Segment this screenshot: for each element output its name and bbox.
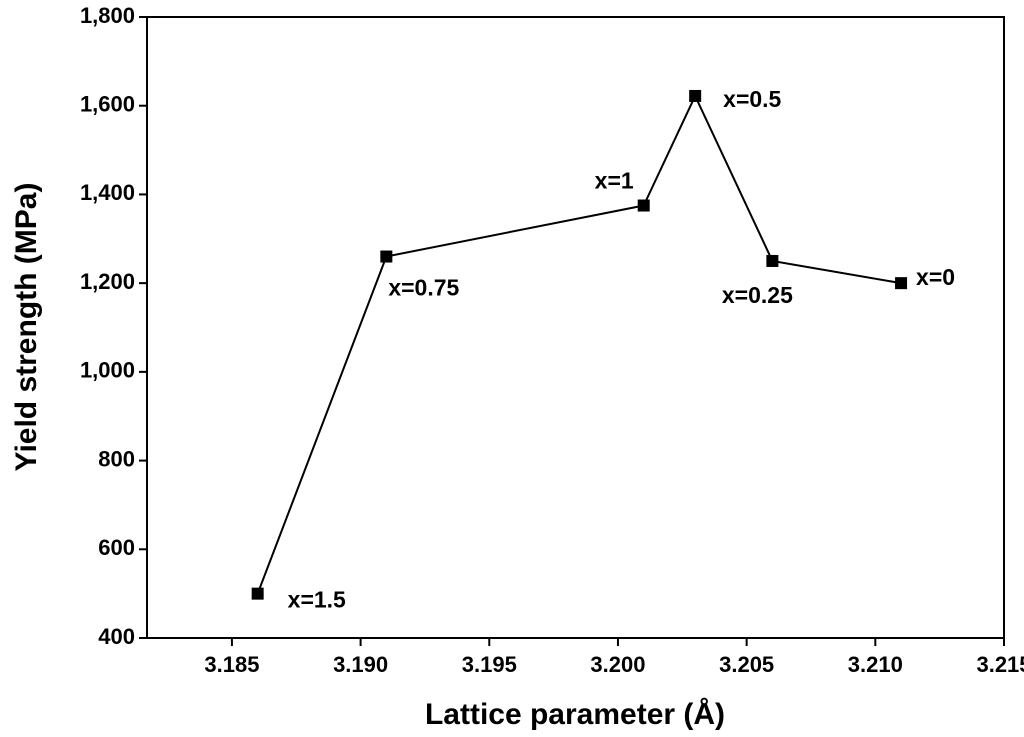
point-label: x=1.5 — [288, 587, 346, 613]
point-label: x=0.5 — [723, 86, 781, 112]
point-marker — [251, 587, 264, 600]
y-tick-label: 1,600 — [80, 92, 135, 117]
point-marker — [895, 277, 908, 290]
point-marker — [637, 199, 650, 212]
y-tick-label: 400 — [98, 624, 135, 649]
y-axis-title: Yield strength (MPa) — [10, 183, 43, 472]
x-tick-label: 3.185 — [204, 652, 259, 677]
x-tick-label: 3.205 — [719, 652, 774, 677]
y-tick-label: 800 — [98, 446, 135, 471]
point-label: x=1 — [595, 168, 634, 194]
x-tick-label: 3.200 — [590, 652, 645, 677]
point-marker — [766, 254, 779, 267]
x-tick-label: 3.190 — [333, 652, 388, 677]
y-tick-label: 1,800 — [80, 3, 135, 28]
point-label: x=0.75 — [388, 275, 459, 301]
x-axis-title: Lattice parameter (Å) — [425, 698, 725, 731]
x-tick-label: 3.195 — [462, 652, 517, 677]
plot-frame — [146, 16, 1005, 639]
y-tick-label: 1,000 — [80, 358, 135, 383]
x-tick-label: 3.215 — [976, 652, 1024, 677]
point-label: x=0.25 — [722, 282, 793, 308]
series-line — [256, 93, 902, 594]
y-tick-label: 1,400 — [80, 180, 135, 205]
y-tick-label: 600 — [98, 535, 135, 560]
x-tick-label: 3.210 — [848, 652, 903, 677]
y-tick-label: 1,200 — [80, 269, 135, 294]
point-marker — [689, 89, 702, 102]
point-label: x=0 — [916, 264, 955, 290]
point-marker — [380, 250, 393, 263]
